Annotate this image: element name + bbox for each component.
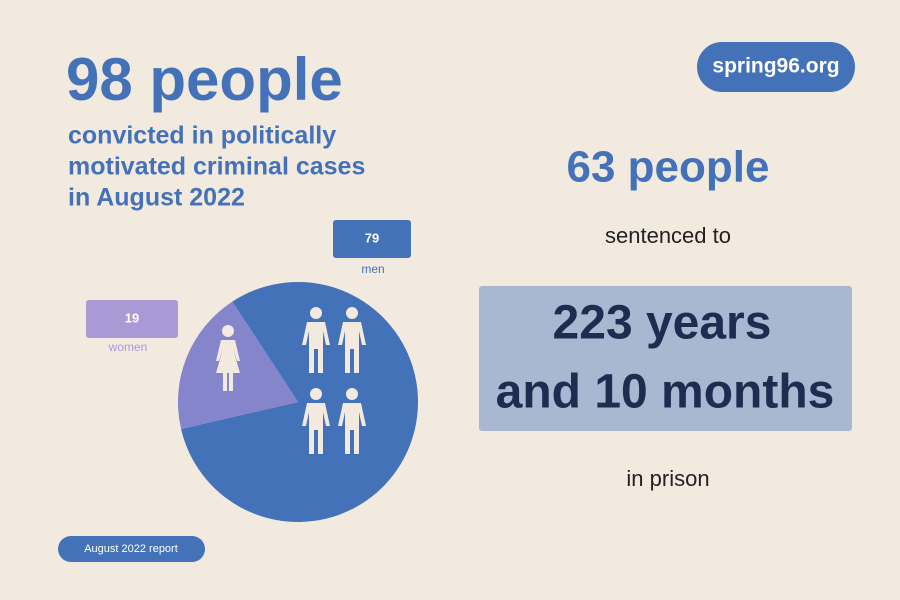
sentenced-to: sentenced to [605, 223, 731, 248]
in-prison: in prison [626, 466, 709, 491]
term-box [479, 286, 852, 431]
report: August 2022 report [84, 543, 178, 555]
value-label: 19 [125, 310, 139, 325]
pie [178, 282, 418, 522]
value-label: 79 [365, 230, 379, 245]
subheadline: in August 2022 [68, 184, 245, 212]
category-label: men [361, 262, 384, 276]
term: and 10 months [496, 366, 835, 419]
logo[interactable]: spring96.org [712, 55, 839, 78]
term: 223 years [553, 297, 772, 350]
subheadline: motivated criminal cases [68, 153, 365, 181]
value-label-box [333, 220, 411, 258]
headline: 98 people [66, 46, 343, 113]
subheadline: convicted in politically [68, 122, 336, 150]
sentenced-count: 63 people [567, 143, 770, 192]
category-label: women [108, 340, 148, 354]
pie-slice [178, 301, 298, 429]
report-badge [58, 536, 205, 562]
logo-badge[interactable] [697, 42, 855, 92]
value-label-box [86, 300, 178, 338]
